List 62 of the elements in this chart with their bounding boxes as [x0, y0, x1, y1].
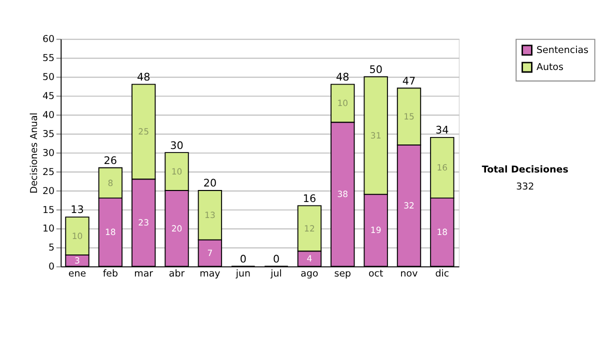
y-tick-label: 35	[42, 128, 54, 140]
y-tick-label: 10	[42, 224, 54, 235]
data-label: 13	[204, 210, 216, 221]
data-label: 25	[138, 128, 150, 138]
total-label: 47	[402, 75, 416, 88]
data-label: 15	[404, 112, 414, 122]
total-label: 26	[104, 154, 118, 167]
data-label: 10	[171, 167, 182, 178]
y-tick-label: 0	[48, 262, 54, 273]
data-label: 32	[404, 202, 414, 212]
data-label: 23	[138, 218, 150, 229]
x-tick-label: abr	[168, 268, 185, 280]
data-label: 18	[105, 228, 116, 238]
data-label: 18	[436, 228, 448, 238]
data-label: 20	[171, 224, 182, 234]
x-tick-label: jun	[234, 268, 250, 280]
legend-label: Autos	[536, 62, 564, 74]
total-label: 13	[70, 204, 84, 216]
total-label: 50	[369, 64, 382, 76]
data-label: 8	[108, 178, 114, 189]
y-tick-label: 55	[42, 53, 54, 64]
x-tick-label: nov	[400, 268, 418, 280]
data-label: 31	[370, 131, 382, 142]
total-label: 16	[302, 192, 316, 205]
x-tick-label: jul	[270, 268, 282, 280]
x-tick-label: feb	[102, 268, 118, 280]
total-label: 48	[136, 72, 150, 84]
legend-label: Sentencias	[536, 45, 589, 56]
text: Total Decisiones	[482, 164, 569, 176]
y-tick-label: 30	[42, 148, 54, 159]
data-label: 12	[304, 224, 315, 234]
data-label: 38	[337, 190, 348, 200]
x-tick-label: oct	[368, 268, 384, 280]
data-label: 19	[370, 226, 382, 236]
total-label: 34	[436, 124, 450, 137]
total-label: 20	[203, 178, 217, 190]
y-tick-label: 40	[42, 110, 54, 121]
data-label: 4	[306, 254, 312, 265]
data-label: 16	[436, 164, 448, 174]
y-tick-label: 25	[42, 166, 54, 178]
x-tick-label: mar	[134, 268, 154, 280]
total-label: 48	[336, 72, 350, 84]
y-tick-label: 20	[42, 186, 54, 197]
total-label: 30	[170, 140, 184, 152]
data-label: 10	[337, 99, 348, 110]
data-label: 7	[207, 248, 213, 259]
x-tick-label: ago	[300, 268, 318, 280]
text: 332	[516, 182, 534, 193]
y-tick-label: 15	[42, 204, 54, 216]
y-tick-label: 5	[48, 242, 54, 254]
y-axis-title: Decisiones Anual	[28, 112, 40, 194]
data-label: 10	[72, 232, 83, 242]
total-label: 0	[240, 254, 246, 266]
y-tick-label: 45	[42, 91, 54, 102]
y-tick-label: 50	[42, 72, 54, 84]
x-tick-label: sep	[334, 268, 352, 280]
y-tick-label: 60	[42, 34, 54, 46]
x-tick-label: may	[200, 268, 221, 280]
total-label: 0	[272, 254, 280, 266]
x-tick-label: dic	[435, 268, 450, 280]
x-tick-label: ene	[68, 268, 86, 280]
data-label: 3	[74, 256, 80, 266]
